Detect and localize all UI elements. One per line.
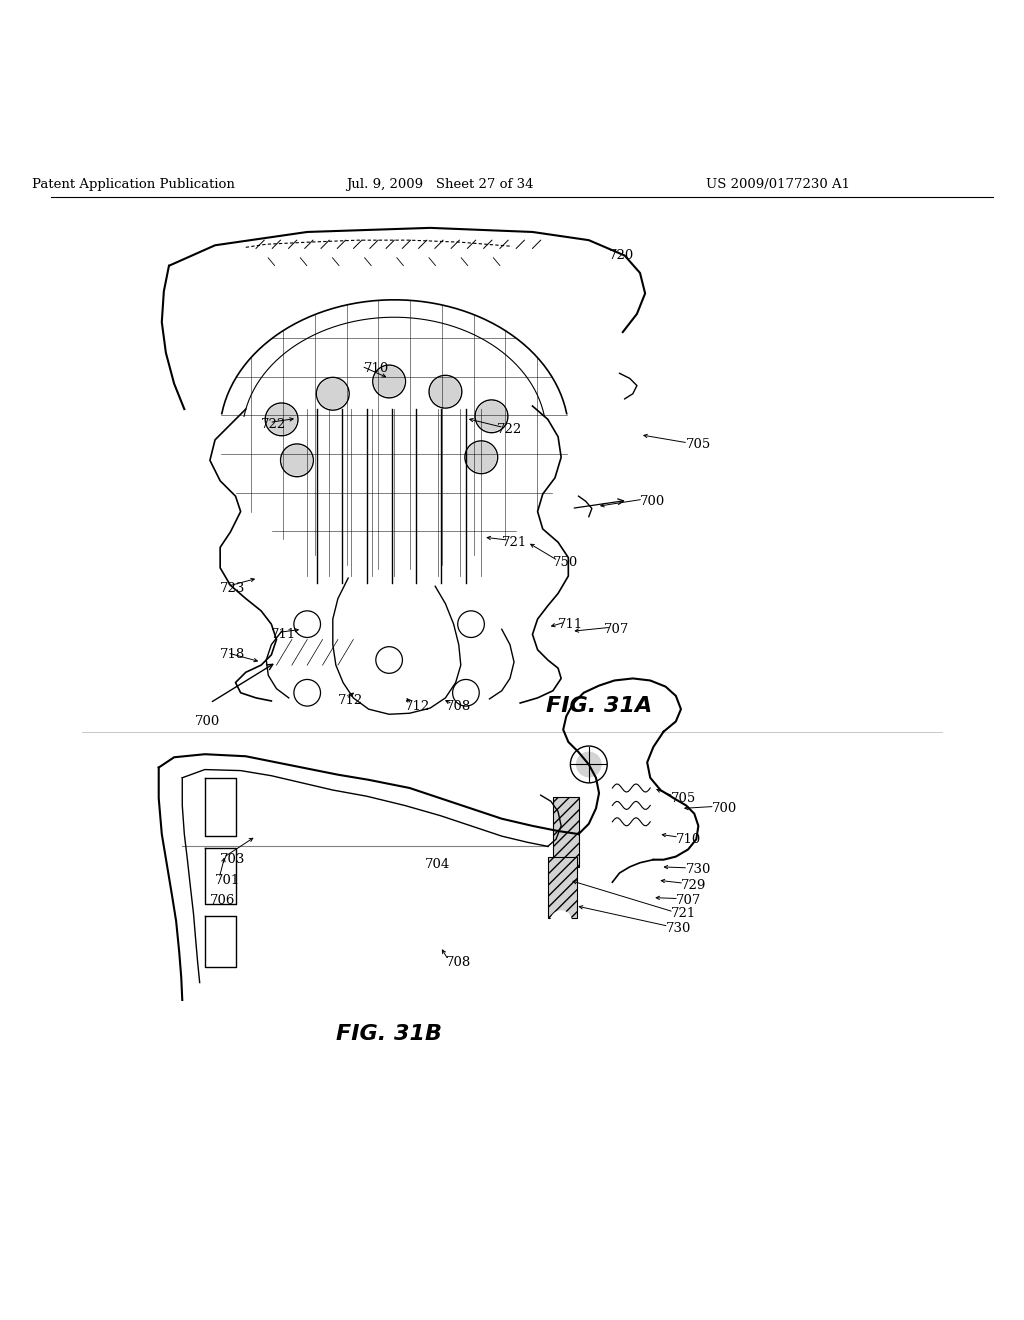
Bar — [548, 857, 577, 917]
Text: 718: 718 — [220, 648, 246, 661]
Circle shape — [282, 445, 312, 475]
Circle shape — [476, 401, 507, 432]
Text: 710: 710 — [364, 362, 389, 375]
Text: 721: 721 — [502, 536, 527, 549]
Text: 703: 703 — [220, 853, 246, 866]
Text: 708: 708 — [445, 700, 471, 713]
Text: 704: 704 — [425, 858, 451, 871]
Text: 750: 750 — [553, 556, 579, 569]
Text: 705: 705 — [686, 438, 712, 451]
Text: 701: 701 — [215, 874, 241, 887]
Text: 700: 700 — [712, 803, 737, 814]
Text: 722: 722 — [497, 424, 522, 436]
Circle shape — [374, 366, 404, 397]
Text: 729: 729 — [681, 879, 707, 892]
Text: 707: 707 — [676, 894, 701, 907]
Circle shape — [317, 379, 348, 409]
Bar — [553, 797, 579, 867]
Text: 708: 708 — [445, 956, 471, 969]
Text: 712: 712 — [404, 700, 430, 713]
Circle shape — [551, 911, 571, 932]
Text: 730: 730 — [686, 863, 712, 876]
Text: 720: 720 — [609, 249, 635, 261]
Circle shape — [266, 404, 297, 434]
Text: 710: 710 — [676, 833, 701, 846]
Text: 707: 707 — [604, 623, 630, 636]
Text: 730: 730 — [666, 921, 691, 935]
Text: 700: 700 — [195, 715, 220, 727]
Text: 700: 700 — [640, 495, 666, 508]
Text: Patent Application Publication: Patent Application Publication — [32, 178, 234, 191]
Circle shape — [577, 752, 601, 776]
Circle shape — [466, 442, 497, 473]
Text: 723: 723 — [220, 582, 246, 595]
Text: 712: 712 — [338, 694, 364, 708]
Text: 711: 711 — [271, 628, 297, 642]
Text: US 2009/0177230 A1: US 2009/0177230 A1 — [707, 178, 850, 191]
Text: 705: 705 — [671, 792, 696, 805]
Text: 721: 721 — [671, 907, 696, 920]
Text: 706: 706 — [210, 894, 236, 907]
Text: FIG. 31A: FIG. 31A — [546, 696, 652, 715]
Circle shape — [430, 376, 461, 407]
Text: FIG. 31B: FIG. 31B — [336, 1024, 442, 1044]
Text: 711: 711 — [558, 618, 584, 631]
Text: Jul. 9, 2009   Sheet 27 of 34: Jul. 9, 2009 Sheet 27 of 34 — [346, 178, 535, 191]
Text: 722: 722 — [261, 418, 287, 430]
